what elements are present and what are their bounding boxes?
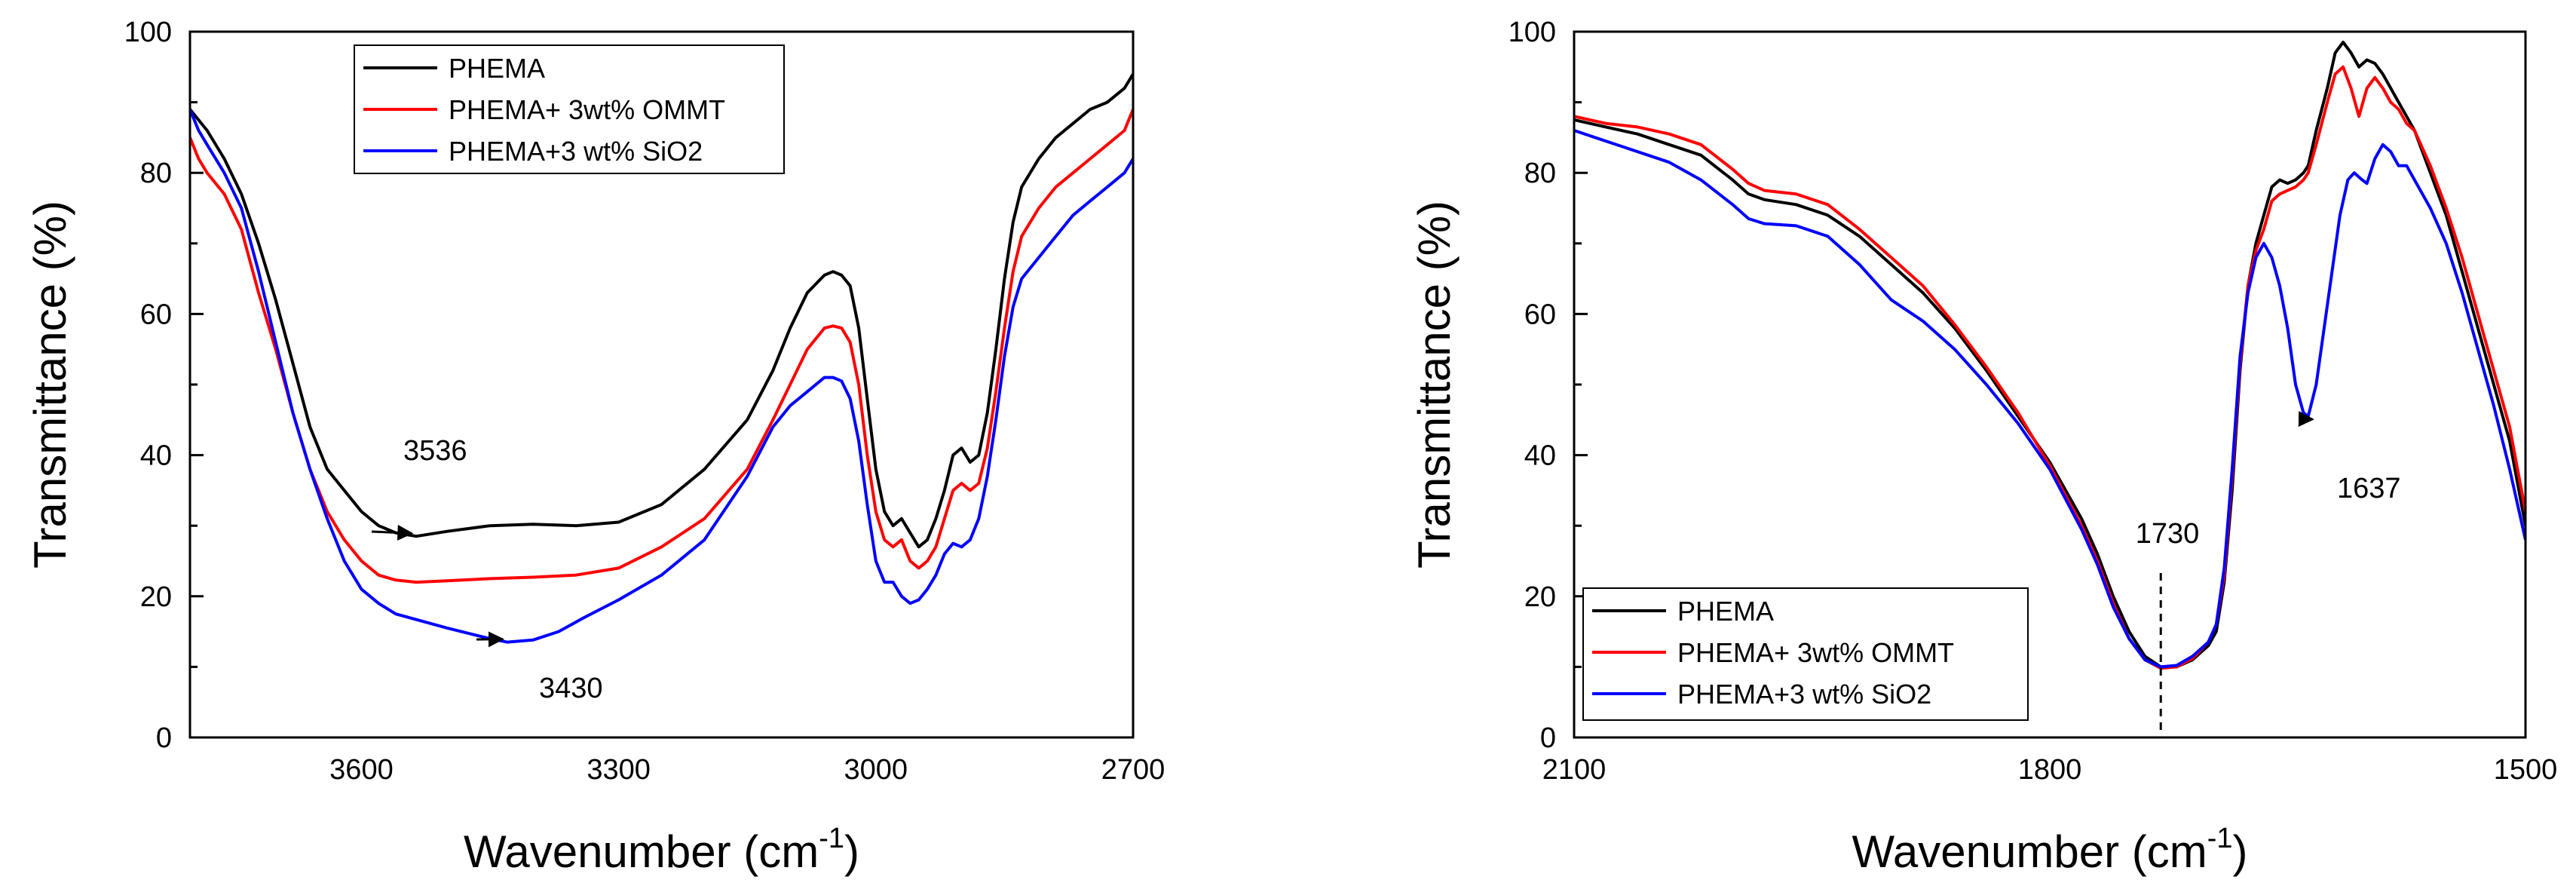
x-tick-label: 2700 bbox=[1101, 754, 1165, 786]
y-tick-label: 60 bbox=[1524, 299, 1556, 330]
series-line-2 bbox=[1574, 65, 2525, 670]
x-tick-label: 2100 bbox=[1542, 754, 1607, 786]
y-tick-label: 80 bbox=[1524, 158, 1556, 189]
legend-label-1: PHEMA bbox=[1677, 596, 1774, 627]
annotation-label: 3430 bbox=[539, 673, 603, 704]
series-line-3 bbox=[190, 109, 1133, 644]
legend-label-2: PHEMA+ 3wt% OMMT bbox=[1677, 637, 1954, 668]
series-line-1 bbox=[1574, 41, 2525, 669]
y-axis-label: Transmittance (%) bbox=[1409, 201, 1460, 569]
annotation-label: 3536 bbox=[403, 435, 467, 467]
x-tick-label: 1800 bbox=[2018, 754, 2082, 786]
x-tick-label: 3000 bbox=[844, 754, 908, 786]
legend-box bbox=[1582, 587, 2029, 721]
series-line-1 bbox=[190, 73, 1133, 549]
annotation-label: 1637 bbox=[2337, 473, 2401, 504]
series-line-3 bbox=[1574, 129, 2525, 669]
x-tick-label: 3600 bbox=[329, 754, 394, 786]
y-tick-label: 40 bbox=[1524, 440, 1556, 472]
y-tick-label: 0 bbox=[156, 722, 172, 754]
x-axis-label: Wavenumber (cm-1) bbox=[1852, 823, 2248, 877]
y-tick-label: 80 bbox=[140, 158, 172, 189]
x-tick-label: 1500 bbox=[2494, 754, 2558, 786]
series-line-2 bbox=[190, 109, 1133, 584]
annotation-arrow bbox=[371, 524, 414, 541]
x-tick-label: 3300 bbox=[587, 754, 651, 786]
y-tick-label: 100 bbox=[1509, 17, 1556, 48]
y-tick-label: 20 bbox=[140, 581, 172, 613]
y-tick-label: 60 bbox=[140, 299, 172, 330]
legend: PHEMA PHEMA+ 3wt% OMMT PHEMA+3 wt% SiO2 bbox=[354, 44, 785, 174]
chart-panel-1: 0 20 40 60 80 100 3600 3300 3000 2700 Wavenumber (… bbox=[25, 17, 1165, 877]
legend-label-3: PHEMA+3 wt% SiO2 bbox=[1677, 679, 1931, 710]
x-axis-label: Wavenumber (cm-1) bbox=[464, 823, 859, 877]
legend-label-1: PHEMA bbox=[449, 53, 545, 84]
y-tick-label: 0 bbox=[1540, 722, 1556, 754]
legend-label-2: PHEMA+ 3wt% OMMT bbox=[449, 94, 725, 125]
y-tick-label: 40 bbox=[140, 440, 172, 472]
annotation-label: 1730 bbox=[2136, 518, 2200, 550]
legend: PHEMA PHEMA+ 3wt% OMMT PHEMA+3 wt% SiO2 bbox=[1582, 587, 2029, 721]
y-tick-label: 20 bbox=[1524, 581, 1556, 613]
legend-label-3: PHEMA+3 wt% SiO2 bbox=[449, 136, 703, 167]
chart-panel-2: 0 20 40 60 80 100 2100 1800 1500 Wavenumber (cm-1… bbox=[1409, 17, 2557, 877]
y-axis-label: Transmittance (%) bbox=[25, 201, 75, 569]
y-tick-label: 100 bbox=[124, 17, 172, 48]
